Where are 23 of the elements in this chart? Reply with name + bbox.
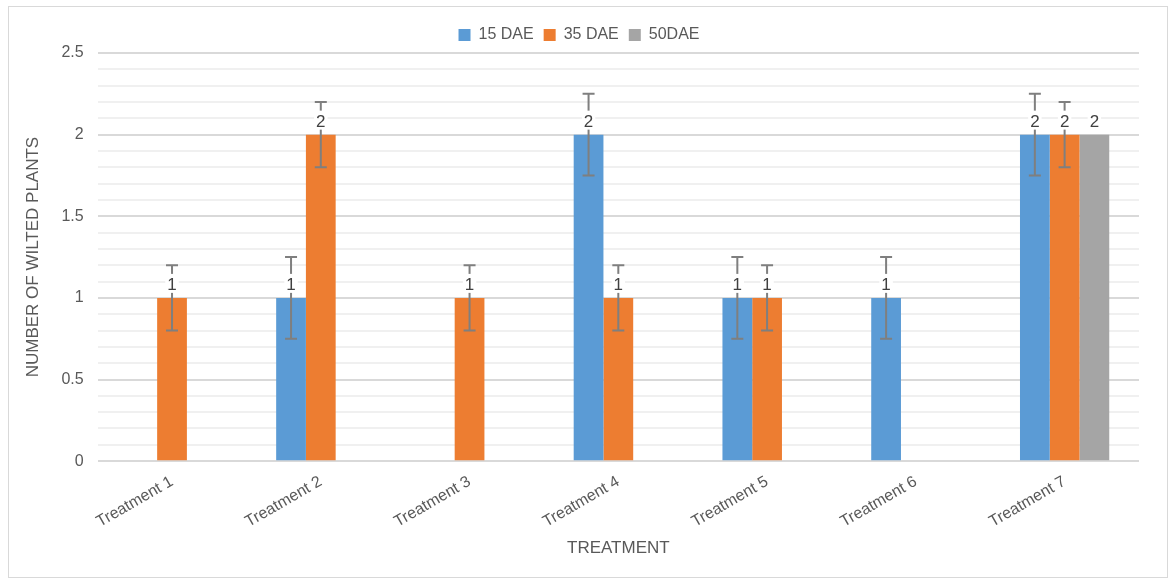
legend-label: 15 DAE xyxy=(478,25,534,43)
y-tick-label: 2.5 xyxy=(61,43,84,61)
data-label: 1 xyxy=(881,275,891,295)
y-axis-title: NUMBER OF WILTED PLANTS xyxy=(22,136,42,378)
data-label: 1 xyxy=(613,275,624,295)
x-axis-title: TREATMENT xyxy=(567,538,670,558)
data-label: 1 xyxy=(286,275,296,295)
data-label: 2 xyxy=(1089,111,1100,131)
data-label: 1 xyxy=(762,275,772,295)
data-label: 2 xyxy=(1059,111,1070,131)
data-label: 2 xyxy=(583,111,594,131)
legend-label: 50DAE xyxy=(648,25,700,43)
y-tick-label: 0 xyxy=(74,451,84,469)
y-tick-label: 1.5 xyxy=(61,206,84,224)
data-label: 2 xyxy=(316,111,326,131)
data-label: 1 xyxy=(464,275,475,295)
data-label: 1 xyxy=(732,275,743,295)
y-tick-label: 2 xyxy=(74,125,84,143)
y-tick-label: 1 xyxy=(74,288,84,306)
legend-label: 35 DAE xyxy=(563,25,619,43)
data-label: 2 xyxy=(1030,111,1040,131)
y-tick-label: 0.5 xyxy=(61,369,84,387)
data-label: 1 xyxy=(167,275,177,295)
